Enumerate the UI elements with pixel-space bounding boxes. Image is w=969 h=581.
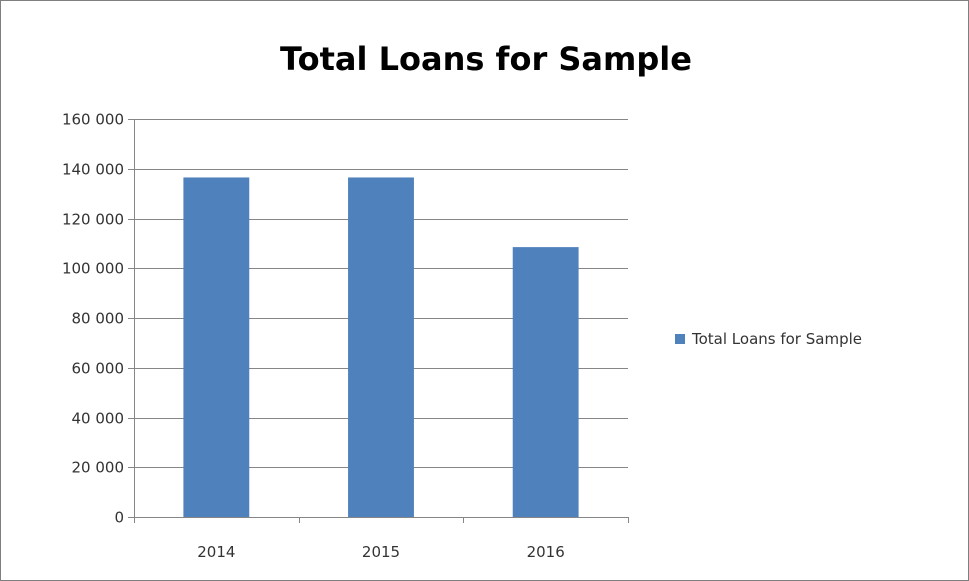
y-tick-label: 40 000	[72, 410, 125, 428]
bar-2014	[183, 177, 250, 518]
legend: Total Loans for Sample	[675, 330, 862, 348]
y-tick-label: 140 000	[62, 161, 124, 179]
y-tick-label: 20 000	[72, 459, 125, 477]
legend-label: Total Loans for Sample	[691, 330, 862, 348]
chart-title: Total Loans for Sample	[280, 40, 692, 78]
x-axis-tick-labels: 2014 2015 2016	[197, 543, 565, 561]
bars	[183, 177, 579, 518]
legend-swatch	[675, 334, 685, 344]
axes	[128, 119, 629, 523]
y-axis-tick-labels: 0 20 000 40 000 60 000 80 000 100 000 120 000 1…	[62, 111, 124, 527]
x-tick-label: 2014	[197, 543, 235, 561]
y-tick-label: 160 000	[62, 111, 124, 129]
y-tick-label: 80 000	[72, 310, 125, 328]
x-tick-label: 2016	[527, 543, 565, 561]
bar-2016	[512, 247, 579, 517]
y-tick-label: 100 000	[62, 260, 124, 278]
bar-2015	[348, 177, 414, 518]
y-tick-label: 60 000	[72, 360, 125, 378]
y-tick-label: 120 000	[62, 211, 124, 229]
x-tick-label: 2015	[362, 543, 400, 561]
y-tick-label: 0	[114, 509, 124, 527]
